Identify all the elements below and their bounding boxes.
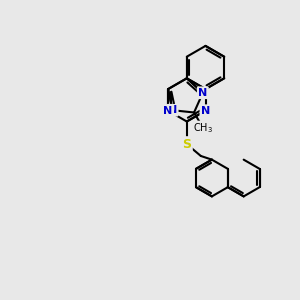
Text: N: N — [201, 106, 210, 116]
Text: N: N — [168, 105, 177, 115]
Text: N: N — [164, 106, 173, 116]
Text: CH$_3$: CH$_3$ — [193, 122, 213, 135]
Text: N: N — [198, 88, 208, 98]
Text: S: S — [182, 138, 191, 151]
